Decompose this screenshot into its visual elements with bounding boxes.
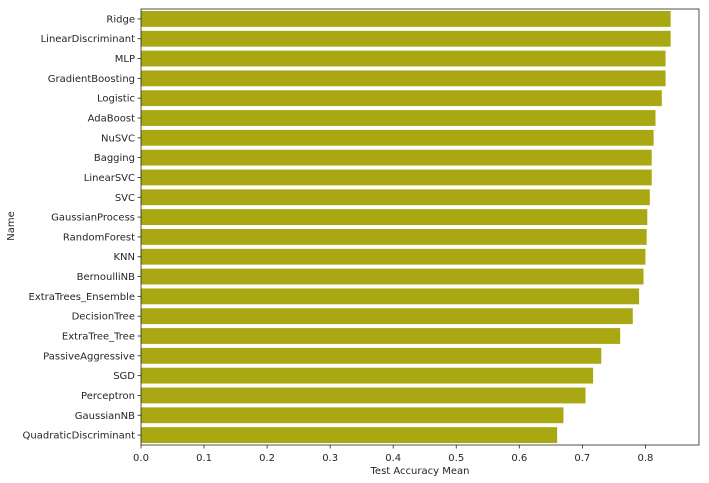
y-tick-label: QuadraticDiscriminant xyxy=(23,431,136,442)
y-tick-label: SVC xyxy=(115,193,135,204)
x-axis-label: Test Accuracy Mean xyxy=(370,466,470,477)
y-tick-label: SGD xyxy=(113,371,135,382)
bar-ridge xyxy=(141,10,671,27)
y-tick-label: GaussianNB xyxy=(75,411,135,422)
y-tick-label: DecisionTree xyxy=(72,312,135,323)
y-tick-label: LinearSVC xyxy=(84,173,135,184)
y-tick-label: BernoulliNB xyxy=(77,272,136,283)
bar-gaussianprocess xyxy=(141,209,648,226)
y-tick-label: MLP xyxy=(115,54,135,65)
bar-knn xyxy=(141,248,646,265)
y-tick-label: GaussianProcess xyxy=(51,213,135,224)
y-tick-label: KNN xyxy=(113,252,135,263)
x-tick-label: 0.5 xyxy=(448,453,464,464)
bar-quadraticdiscriminant xyxy=(141,427,558,444)
x-tick-label: 0.8 xyxy=(637,453,653,464)
x-tick-label: 0.6 xyxy=(511,453,527,464)
y-tick-label: RandomForest xyxy=(63,232,135,243)
bar-linearsvc xyxy=(141,169,652,186)
y-tick-label: ExtraTree_Tree xyxy=(62,332,135,343)
bar-adaboost xyxy=(141,110,656,126)
y-tick-label: PassiveAggressive xyxy=(43,351,135,362)
y-tick-label: GradientBoosting xyxy=(48,74,135,85)
y-tick-label: LinearDiscriminant xyxy=(41,34,135,45)
bar-extratree_tree xyxy=(141,328,621,344)
bar-bernoullinb xyxy=(141,268,644,285)
y-tick-label: AdaBoost xyxy=(88,114,135,125)
bar-gradientboosting xyxy=(141,70,666,87)
axes-frame xyxy=(140,8,700,446)
plot-frame xyxy=(140,8,700,446)
bar-mlp xyxy=(141,50,666,67)
y-axis-ticks: Ridge LinearDiscriminant MLP GradientBoosti… xyxy=(23,14,141,442)
x-tick-label: 0.7 xyxy=(574,453,590,464)
bar-perceptron xyxy=(141,387,586,404)
bar-passiveaggressive xyxy=(141,347,602,364)
bar-randomforest xyxy=(141,228,647,245)
y-tick-label: Ridge xyxy=(106,14,135,25)
y-axis-label: Name xyxy=(6,211,17,241)
bar-gaussiannb xyxy=(141,407,564,424)
x-tick-label: 0.0 xyxy=(133,453,149,464)
y-tick-label: ExtraTrees_Ensemble xyxy=(29,292,135,303)
y-tick-label: Bagging xyxy=(94,153,135,164)
bar-logistic xyxy=(141,90,662,107)
bar-bagging xyxy=(141,149,652,166)
bar-lineardiscriminant xyxy=(141,30,671,47)
x-tick-label: 0.3 xyxy=(322,453,338,464)
bar-extratrees_ensemble xyxy=(141,288,640,305)
x-tick-label: 0.4 xyxy=(385,453,401,464)
bar-sgd xyxy=(141,367,594,384)
y-tick-label: NuSVC xyxy=(101,133,135,144)
bars-group xyxy=(141,10,671,444)
x-tick-label: 0.1 xyxy=(196,453,212,464)
x-tick-label: 0.2 xyxy=(259,453,275,464)
x-axis-ticks: 0.0 0.1 0.2 0.3 0.4 0.5 0.6 0.7 0.8 xyxy=(133,445,653,464)
bar-decisiontree xyxy=(141,308,633,325)
bar-svc xyxy=(141,189,650,206)
y-tick-label: Logistic xyxy=(97,94,135,105)
y-tick-label: Perceptron xyxy=(81,391,135,402)
bar-nusvc xyxy=(141,129,654,146)
